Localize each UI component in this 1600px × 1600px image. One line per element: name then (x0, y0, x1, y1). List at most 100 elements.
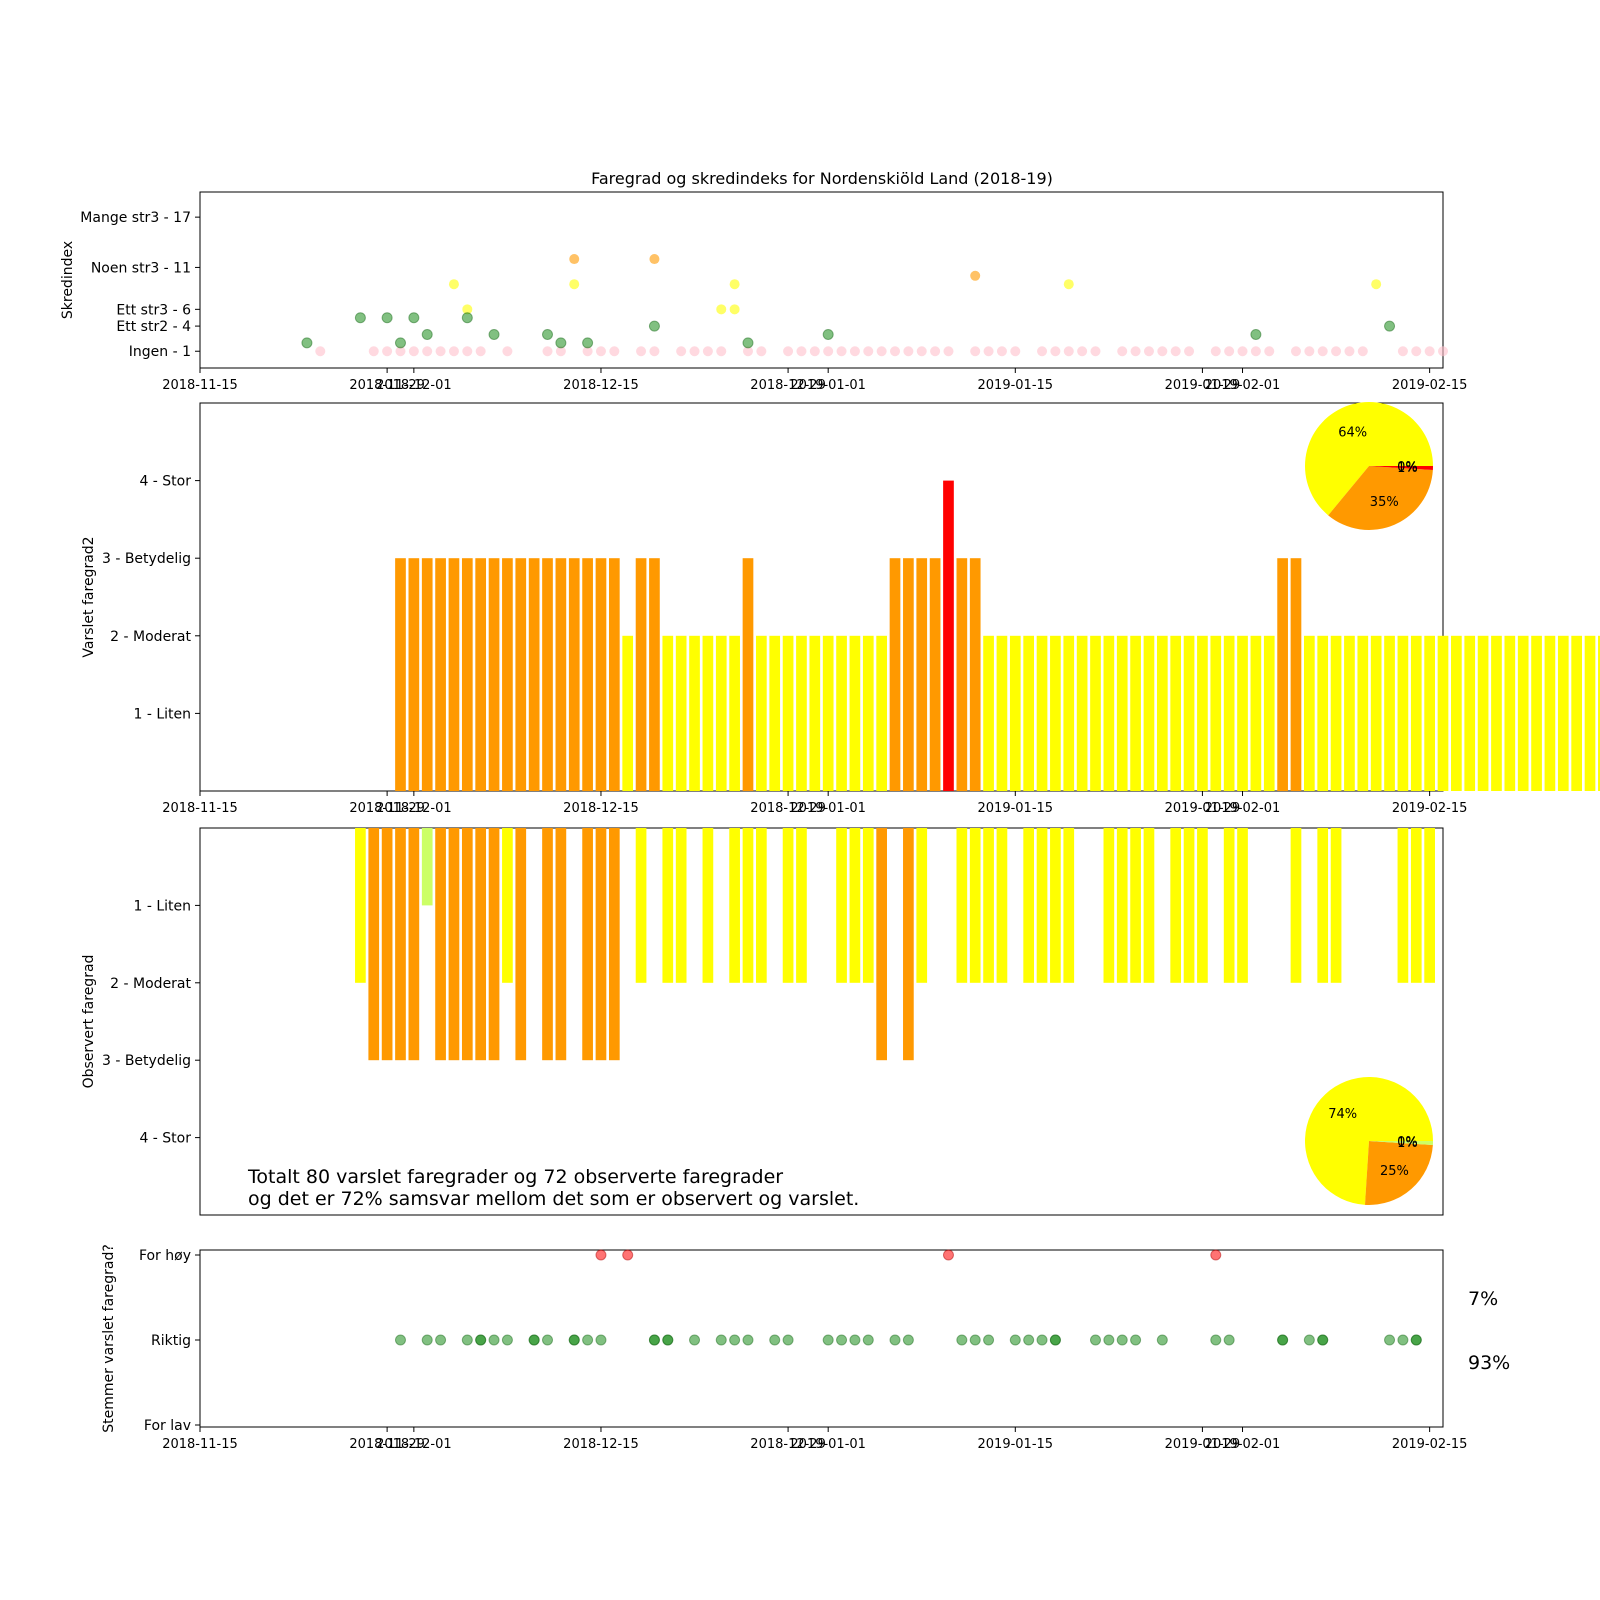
x-tick-label: 2018-12-01 (376, 801, 452, 816)
skredindex-point-yellow (729, 279, 740, 290)
skredindex-point-green (555, 337, 567, 349)
varslet-bar (1344, 635, 1355, 791)
y-tick-label: 2 - Moderat (110, 976, 191, 992)
varslet-bar (1303, 635, 1315, 791)
varslet-bar (488, 558, 500, 791)
varslet-bar (1531, 635, 1542, 791)
riktig-point (488, 1334, 500, 1346)
observert-bar (1116, 828, 1128, 983)
observert-bar (903, 828, 914, 1061)
y-tick-label: Noen str3 - 11 (91, 260, 191, 276)
x-tick-label: 2019-02-01 (1205, 1437, 1281, 1452)
observert-bar (796, 828, 807, 983)
observert-bar (435, 828, 446, 1061)
y-axis-label: Observert faregrad (81, 955, 97, 1089)
skredindex-point-green (394, 337, 406, 349)
observert-bar (782, 828, 794, 983)
observert-bar (502, 828, 513, 983)
plot-frame (199, 402, 1444, 792)
skredindex-point-pink (916, 346, 927, 357)
skredindex-point-pink (1077, 346, 1088, 357)
skredindex-point-orange (569, 254, 580, 265)
riktig-point (1156, 1334, 1168, 1346)
x-tick-label: 2018-11-29 (349, 378, 425, 393)
skredindex-point-pink (1438, 346, 1448, 357)
observert-bar (595, 828, 607, 1061)
varslet-bar (649, 558, 660, 791)
x-tick-label: 2018-12-29 (750, 1437, 826, 1452)
riktig-point (1009, 1334, 1021, 1346)
riktig-point (1116, 1334, 1128, 1346)
observert-bar (395, 828, 406, 1061)
skredindex-point-green (542, 328, 554, 340)
observert-bar (1223, 828, 1235, 983)
varslet-bar (876, 635, 887, 791)
varslet-pie-slice-label: 64% (1338, 425, 1367, 440)
varslet-pie-slice-moderat (1305, 402, 1433, 516)
varslet-bar (969, 558, 981, 791)
skredindex-point-pink (983, 346, 994, 357)
varslet-bar (742, 558, 754, 791)
observert-bar (1143, 828, 1155, 983)
skredindex-point-green (421, 328, 433, 340)
skredindex-point-pink (1037, 346, 1048, 357)
observert-pie-slice-moderat (1305, 1076, 1433, 1205)
x-tick-label: 2018-11-15 (162, 1437, 238, 1452)
varslet-bar (836, 635, 847, 791)
observert-bar (702, 828, 714, 983)
for-hoy-point (1210, 1249, 1222, 1261)
observert-pie-slice-liten (1369, 1141, 1433, 1146)
for-hoy-point (622, 1249, 634, 1261)
observert-bar (862, 828, 874, 983)
skredindex-point-pink (1264, 346, 1275, 357)
varslet-bar (1036, 635, 1048, 791)
skredindex-point-pink (368, 346, 379, 357)
varslet-bar (1197, 635, 1208, 791)
skredindex-point-pink (542, 346, 553, 357)
skredindex-point-pink (796, 346, 807, 357)
skredindex-point-pink (1411, 346, 1422, 357)
skredindex-point-pink (1331, 346, 1342, 357)
varslet-bar (1183, 635, 1195, 791)
observert-bar (475, 828, 487, 1061)
observert-bar (1410, 828, 1422, 983)
varslet-bar (1397, 635, 1409, 791)
observert-bar (956, 828, 968, 983)
skredindex-point-pink (716, 346, 727, 357)
observert-bar (1036, 828, 1048, 983)
riktig-point (1397, 1334, 1409, 1346)
x-tick-label: 2019-01-01 (790, 1437, 866, 1452)
x-tick-label: 2019-01-29 (1165, 1437, 1241, 1452)
observert-bar (662, 828, 674, 983)
varslet-bar (435, 558, 446, 791)
skredindex-point-pink (1184, 346, 1195, 357)
observert-bar (555, 828, 567, 1061)
varslet-pie-slice-label: 35% (1370, 495, 1399, 510)
riktig-point (715, 1334, 727, 1346)
skredindex-point-green (354, 312, 366, 324)
x-tick-label: 2018-11-15 (162, 378, 238, 393)
riktig-point (836, 1334, 848, 1346)
observert-pie-slice-label: 0% (1397, 1135, 1418, 1150)
chart-title: Faregrad og skredindeks for Nordenskiöld… (591, 169, 1053, 188)
skredindex-point-yellow (716, 304, 727, 315)
skredindex-point-pink (1117, 346, 1128, 357)
varslet-bar (1223, 635, 1235, 791)
skredindex-point-pink (903, 346, 914, 357)
skredindex-point-pink (836, 346, 847, 357)
varslet-bar (622, 635, 634, 791)
skredindex-point-orange (649, 254, 660, 265)
riktig-point (849, 1334, 861, 1346)
riktig-point (394, 1334, 406, 1346)
skredindex-point-pink (809, 346, 820, 357)
varslet-bar (475, 558, 487, 791)
observert-bar (675, 828, 687, 983)
riktig-point (729, 1334, 741, 1346)
plot-frame (199, 1249, 1444, 1428)
varslet-bar (796, 635, 807, 791)
summary-text-line-1: Totalt 80 varslet faregrader og 72 obser… (247, 1166, 783, 1188)
skredindex-point-green (742, 337, 754, 349)
observert-bar (515, 828, 527, 1061)
varslet-bar (822, 635, 834, 791)
